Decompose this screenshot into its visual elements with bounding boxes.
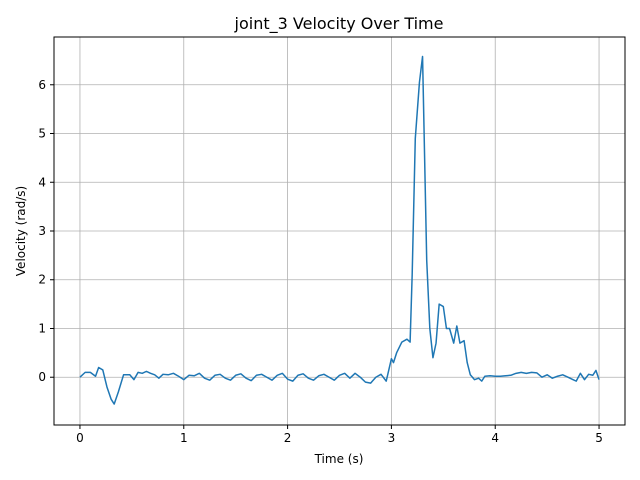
y-tick-label: 1	[38, 321, 46, 335]
y-axis-label: Velocity (rad/s)	[14, 186, 28, 276]
y-tick-label: 5	[38, 127, 46, 141]
x-tick-label: 0	[76, 431, 84, 445]
series-line	[79, 55, 600, 405]
chart-title: joint_3 Velocity Over Time	[234, 14, 444, 34]
y-tick-label: 6	[38, 78, 46, 92]
y-tick-label: 4	[38, 175, 46, 189]
x-tick-label: 2	[284, 431, 292, 445]
x-tick-label: 4	[491, 431, 499, 445]
x-tick-label: 5	[595, 431, 603, 445]
plot-frame	[53, 36, 626, 426]
x-tick-label: 1	[180, 431, 188, 445]
series-line-layer	[79, 55, 600, 405]
y-tick-label: 3	[38, 224, 46, 238]
x-tick-label: 3	[388, 431, 396, 445]
y-tick-label: 2	[38, 273, 46, 287]
axis-ticks: 0 1 2 3 4 5 0 1 2 3 4 5 6	[38, 78, 603, 445]
y-tick-label: 0	[38, 370, 46, 384]
x-axis-label: Time (s)	[314, 452, 364, 466]
grid-lines	[54, 37, 625, 425]
